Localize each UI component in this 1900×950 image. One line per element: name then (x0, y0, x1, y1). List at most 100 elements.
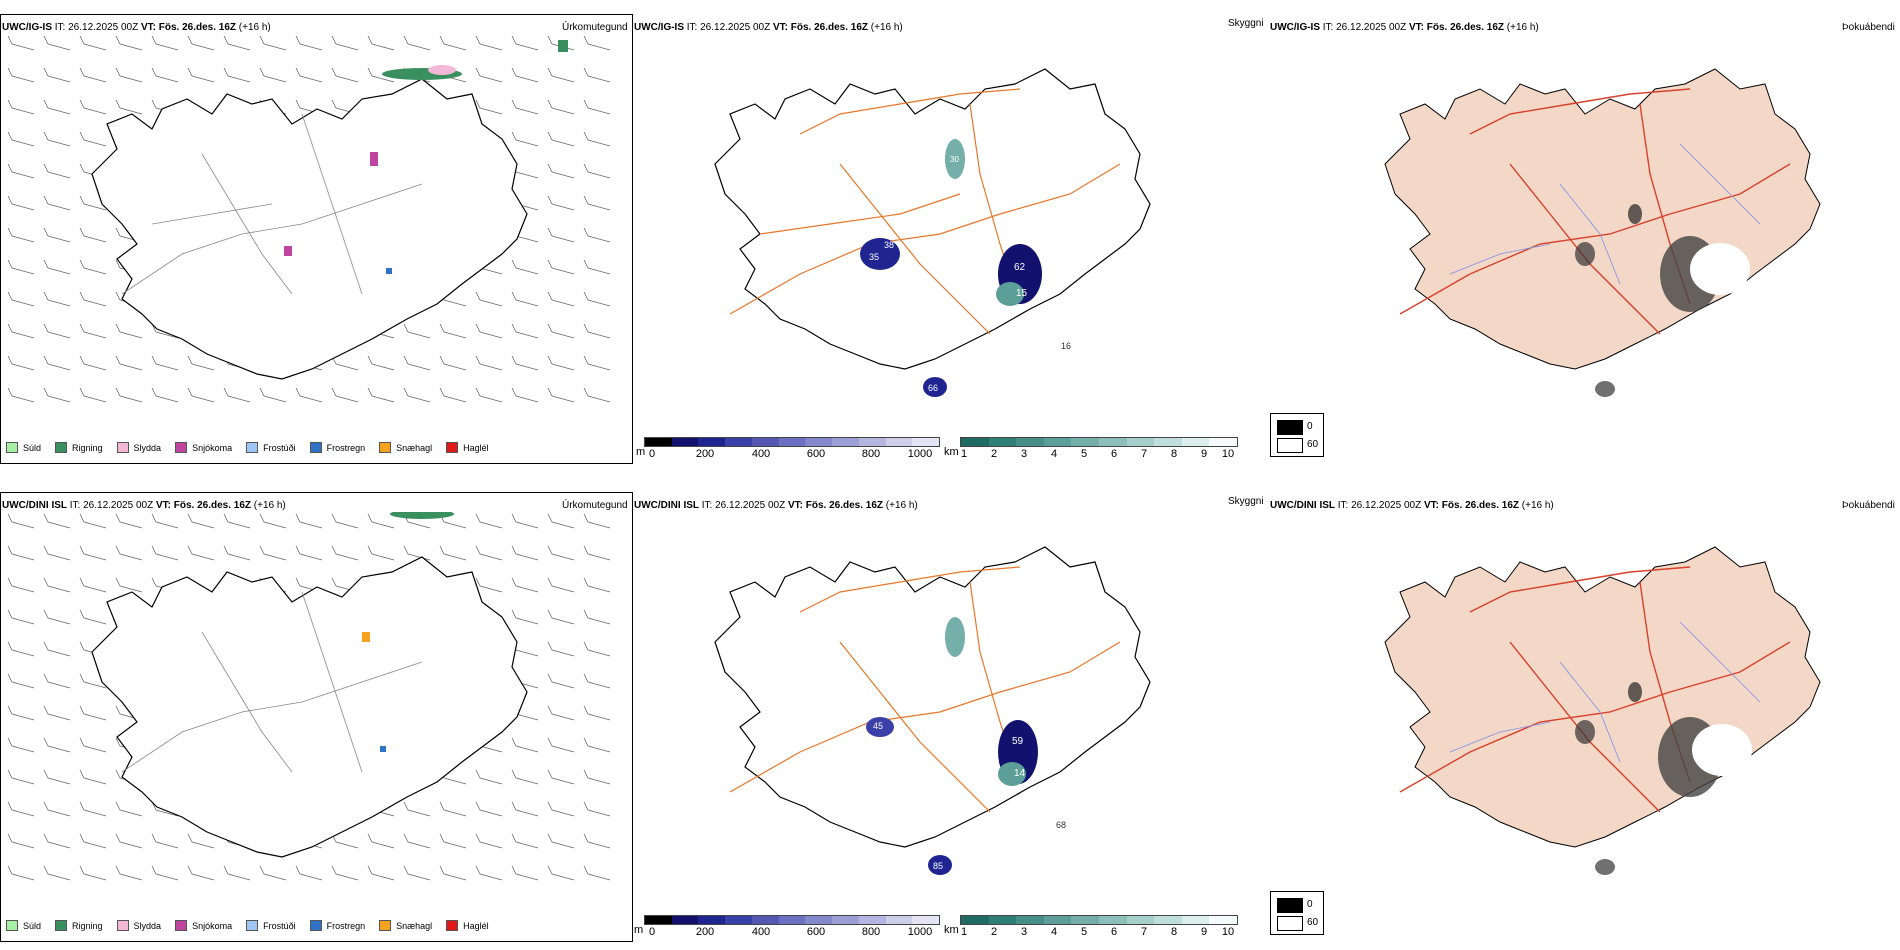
row-1: UWC/IG-IS IT: 26.12.2025 00Z VT: Fös. 26… (0, 0, 1900, 470)
wind-barb (43, 801, 71, 817)
wind-barb (475, 67, 503, 83)
wind-barb (583, 801, 611, 817)
wind-barb (7, 323, 35, 339)
panel-header: UWC/IG-IS IT: 26.12.2025 00Z VT: Fös. 26… (1270, 22, 1539, 33)
cloud-base-bar (644, 915, 940, 925)
swatch (309, 442, 322, 453)
fog-area-4 (1595, 381, 1615, 397)
wind-barb (439, 545, 467, 561)
wind-barb (547, 163, 575, 179)
wind-barb (79, 737, 107, 753)
rain-area-small (558, 40, 568, 52)
wind-barb (547, 833, 575, 849)
wind-barb (439, 801, 467, 817)
panel-header: UWC/DINI ISL IT: 26.12.2025 00Z VT: Fös.… (1270, 500, 1554, 511)
precip-legend: Súld Rigning Slydda Snjókoma Frostúði Fr… (6, 442, 489, 453)
wind-barb (223, 865, 251, 881)
sleet-area (428, 65, 456, 75)
iceland-coastline (714, 68, 1151, 370)
wind-barb (79, 323, 107, 339)
wind-barb (547, 769, 575, 785)
map-label: 30 (950, 155, 959, 164)
visibility-unit: km (944, 446, 959, 458)
wind-barb (547, 291, 575, 307)
wind-barb (583, 673, 611, 689)
wind-barb (331, 387, 359, 403)
wind-barb (367, 355, 395, 371)
wind-barb (7, 195, 35, 211)
wind-barb (583, 355, 611, 371)
vt-value: Fös. 26.des. 16Z (158, 22, 237, 33)
swatch (175, 442, 188, 453)
wind-barb (151, 355, 179, 371)
wind-barb (43, 705, 71, 721)
wind-barb (295, 387, 323, 403)
fog-legend: 0 60 (1270, 891, 1324, 935)
map-label: 85 (933, 861, 943, 871)
wind-barb (583, 227, 611, 243)
wind-barb (511, 35, 539, 51)
legend-item-freezing-rain: Frostregn (309, 920, 365, 931)
wind-barb (583, 545, 611, 561)
wind-barb (7, 67, 35, 83)
wind-barb (151, 67, 179, 83)
panel-header: UWC/DINI ISL IT: 26.12.2025 00Z VT: Fös.… (2, 500, 286, 511)
wind-barb (547, 801, 575, 817)
wind-barb (79, 545, 107, 561)
wind-barb (367, 513, 395, 529)
glacier-white (1692, 724, 1752, 776)
wind-barb (43, 291, 71, 307)
wind-barb (43, 227, 71, 243)
wind-barb (79, 291, 107, 307)
roads-gray (121, 113, 423, 295)
wind-barb (331, 545, 359, 561)
map-label: 45 (873, 721, 883, 731)
wind-barb (547, 641, 575, 657)
wind-barb (187, 387, 215, 403)
wind-barb (115, 355, 143, 371)
wind-barb (475, 801, 503, 817)
wind-barb (79, 195, 107, 211)
fog-legend: 0 60 (1270, 413, 1324, 457)
wind-barb (475, 355, 503, 371)
wind-barb (547, 673, 575, 689)
wind-barb (331, 513, 359, 529)
legend-item-sleet: Slydda (116, 442, 161, 453)
visibility-unit: km (944, 924, 959, 936)
wind-barb (331, 865, 359, 881)
wind-barb (367, 67, 395, 83)
iceland-coastline (91, 556, 528, 858)
wind-barb (79, 801, 107, 817)
wind-barb (331, 35, 359, 51)
fog-area-2 (1575, 720, 1595, 744)
fog-area-4 (1595, 859, 1615, 875)
precip-map (7, 35, 611, 403)
wind-barb (403, 545, 431, 561)
fog-area-3 (1628, 204, 1642, 224)
low-visibility-area (998, 762, 1026, 786)
wind-barb (403, 387, 431, 403)
wind-barb (7, 291, 35, 307)
wind-barb (7, 609, 35, 625)
wind-barb (151, 513, 179, 529)
fog-panel-title: Þokuábendi (1842, 500, 1895, 511)
wind-barb (583, 737, 611, 753)
fog-legend-black (1277, 420, 1303, 435)
wind-barb (223, 387, 251, 403)
panel-header: UWC/IG-IS IT: 26.12.2025 00Z VT: Fös. 26… (2, 22, 271, 33)
map-label: 62 (1014, 262, 1026, 273)
map-label: 66 (928, 383, 938, 393)
wind-barb (583, 291, 611, 307)
freezing-rain-area (386, 268, 392, 274)
fog-map (1384, 546, 1821, 875)
legend-item-rain: Rigning (55, 442, 103, 453)
wind-barb (43, 259, 71, 275)
legend-item-snow: Snjókoma (175, 442, 232, 453)
wind-barb (583, 131, 611, 147)
wind-barb (7, 355, 35, 371)
wind-barb (151, 35, 179, 51)
wind-barb (43, 67, 71, 83)
wind-barb (7, 673, 35, 689)
panel-header: UWC/DINI ISL IT: 26.12.2025 00Z VT: Fös.… (634, 500, 918, 511)
wind-barb (7, 35, 35, 51)
